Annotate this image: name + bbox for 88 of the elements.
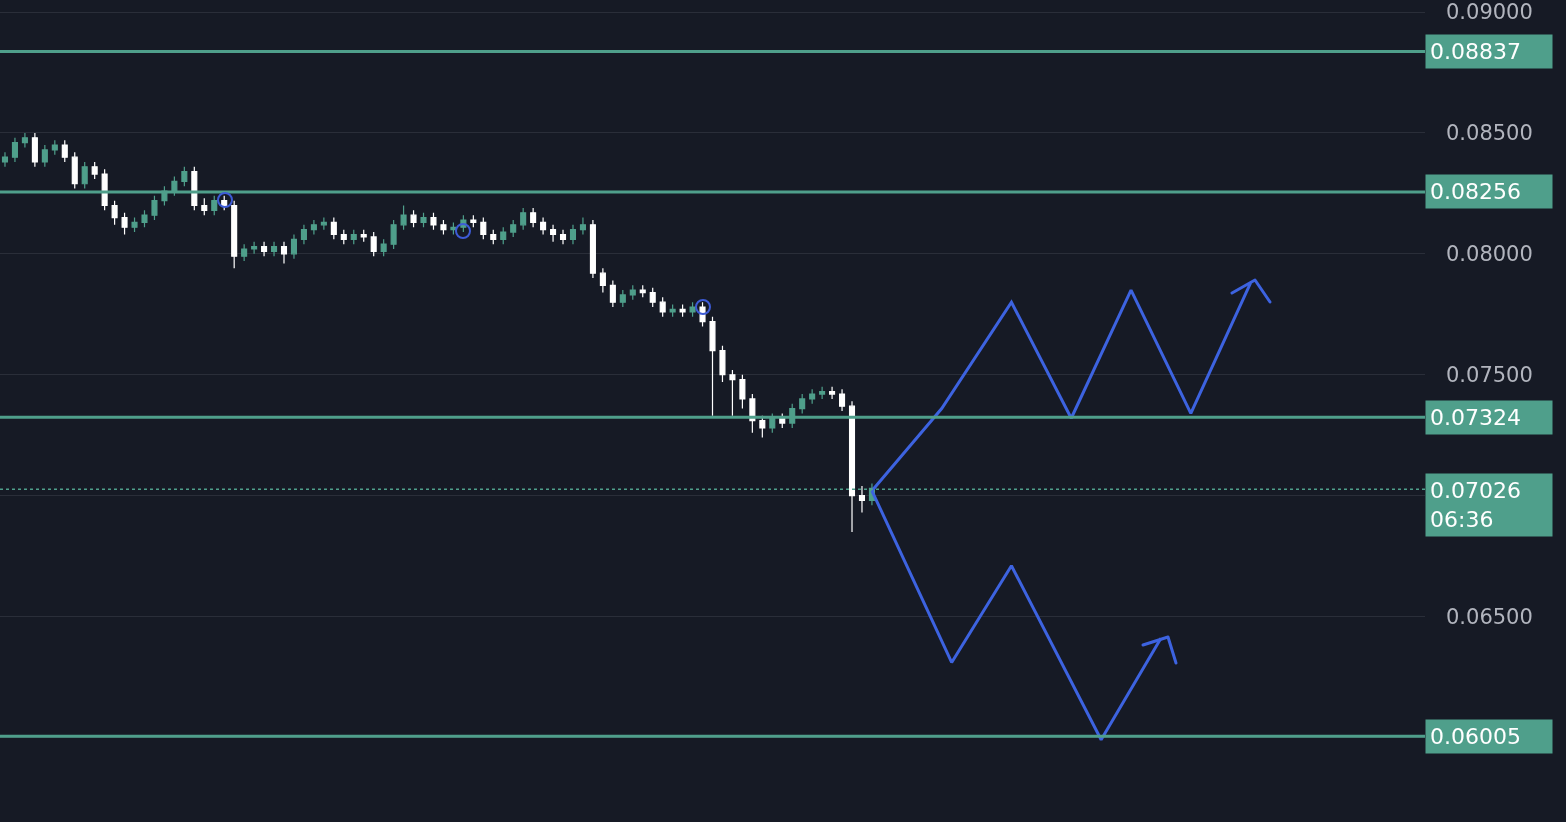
- candlestick: [440, 219, 447, 236]
- candlestick: [530, 207, 537, 228]
- candlestick: [340, 229, 347, 245]
- candlestick: [111, 200, 118, 226]
- candlestick: [261, 241, 268, 257]
- y-tick-label: 0.06500: [1446, 604, 1533, 629]
- text: 06:36: [1430, 506, 1494, 532]
- candlestick: [91, 161, 98, 180]
- candlestick: [430, 212, 437, 231]
- candlestick: [480, 216, 487, 240]
- candlestick: [659, 296, 666, 318]
- ref-line-label: 0.07026: [1430, 478, 1521, 503]
- candlestick: [559, 229, 567, 245]
- candlestick: [679, 304, 686, 318]
- ref-line-label: 0.07324: [1430, 405, 1521, 430]
- candlestick: [181, 166, 188, 187]
- candlestick: [649, 287, 656, 308]
- candlestick: [719, 345, 726, 383]
- candlestick: [629, 284, 636, 301]
- y-tick-label: 0.09000: [1446, 0, 1533, 25]
- ref-line-label: 0.08256: [1430, 179, 1521, 204]
- candlestick: [669, 304, 676, 318]
- candlestick: [290, 233, 298, 260]
- candlestick: [191, 166, 198, 211]
- candlestick: [819, 386, 826, 400]
- candlestick: [619, 289, 626, 308]
- candlestick: [589, 219, 596, 279]
- candlestick: [360, 229, 367, 243]
- candlestick: [201, 197, 208, 216]
- candlestick: [131, 216, 138, 233]
- candlestick: [151, 195, 158, 221]
- candlestick: [858, 485, 866, 514]
- candlestick: [31, 132, 38, 168]
- ref-line-label: 0.06005: [1430, 724, 1521, 749]
- candlestick: [569, 224, 577, 245]
- y-tick-label: 0.08000: [1446, 242, 1533, 267]
- candlestick: [330, 216, 337, 240]
- candlestick: [251, 241, 258, 255]
- candlestick: [848, 400, 856, 533]
- candlestick: [470, 214, 477, 228]
- candlestick: [400, 204, 407, 231]
- candlestick: [380, 238, 387, 257]
- candlestick: [271, 241, 278, 257]
- candlestick: [101, 168, 108, 211]
- candlestick: [320, 216, 327, 231]
- candlestick: [609, 279, 616, 308]
- candlestick: [1, 151, 9, 168]
- candlestick: [241, 243, 248, 262]
- candlestick: [829, 386, 836, 400]
- candlestick: [121, 212, 128, 236]
- candlestick: [61, 139, 68, 163]
- y-tick-label: 0.07500: [1446, 363, 1533, 388]
- candlestick: [211, 195, 218, 216]
- candlestick: [410, 209, 417, 228]
- candlestick: [221, 195, 228, 211]
- y-tick-label: 0.08500: [1446, 121, 1533, 146]
- candlestick: [579, 216, 586, 236]
- candlestick: [231, 200, 238, 269]
- candlestick: [21, 132, 28, 149]
- candlestick: [11, 137, 18, 163]
- candlestick: [350, 229, 357, 245]
- candlestick: [550, 224, 557, 243]
- candlestick: [310, 219, 317, 236]
- candlestick: [490, 229, 497, 245]
- candlestick: [51, 139, 58, 156]
- candlestick: [500, 226, 507, 245]
- candlestick: [809, 388, 816, 405]
- candlestick: [450, 221, 457, 236]
- candlestick: [689, 301, 696, 318]
- candlestick: [420, 212, 427, 228]
- candlestick: [540, 216, 547, 236]
- candlestick: [639, 284, 646, 298]
- candlestick: [599, 267, 606, 294]
- candlestick: [739, 374, 746, 410]
- candlestick: [520, 207, 527, 231]
- candlestick: [300, 224, 307, 245]
- candlestick: [280, 241, 288, 265]
- ref-line-label: 0.08837: [1430, 39, 1521, 64]
- candlestick: [71, 151, 78, 190]
- candlestick: [510, 219, 517, 238]
- candlestick: [390, 219, 397, 250]
- candlestick: [41, 144, 48, 168]
- candlestick: [141, 209, 148, 228]
- candlestick: [839, 388, 846, 412]
- candlestick: [799, 393, 806, 415]
- candlestick: [370, 231, 377, 257]
- candlestick: [709, 316, 716, 417]
- candlestick: [729, 369, 736, 417]
